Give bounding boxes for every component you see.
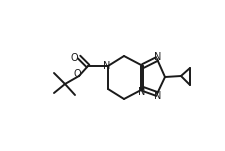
Text: N: N <box>103 61 110 71</box>
Text: N: N <box>138 87 145 97</box>
Text: O: O <box>70 53 77 63</box>
Text: N: N <box>154 91 161 101</box>
Text: N: N <box>154 52 161 62</box>
Text: O: O <box>73 69 81 79</box>
